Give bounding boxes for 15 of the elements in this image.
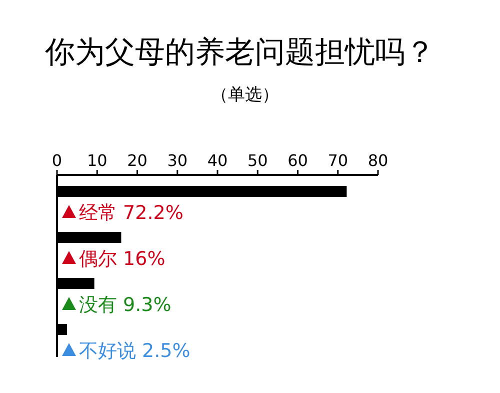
x-tick-label: 10 bbox=[86, 151, 108, 170]
category-label: 经常 72.2% bbox=[79, 202, 184, 224]
category-label: 不好说 2.5% bbox=[79, 340, 190, 362]
category-label: 偶尔 16% bbox=[79, 248, 166, 270]
x-tick-label: 70 bbox=[328, 151, 348, 170]
x-tick-label: 60 bbox=[288, 151, 308, 170]
x-tick-label: 80 bbox=[368, 151, 388, 170]
category-label: 没有 9.3% bbox=[79, 294, 172, 316]
x-tick-label: 20 bbox=[127, 151, 148, 170]
x-tick-label: 40 bbox=[207, 151, 228, 170]
x-tick-label: 50 bbox=[247, 151, 268, 170]
chart-title: 你为父母的养老问题担忧吗？ bbox=[44, 35, 435, 70]
x-tick-label: 30 bbox=[167, 151, 188, 170]
chart-subtitle: （单选） bbox=[211, 85, 279, 105]
x-tick-label: 0 bbox=[52, 151, 62, 170]
